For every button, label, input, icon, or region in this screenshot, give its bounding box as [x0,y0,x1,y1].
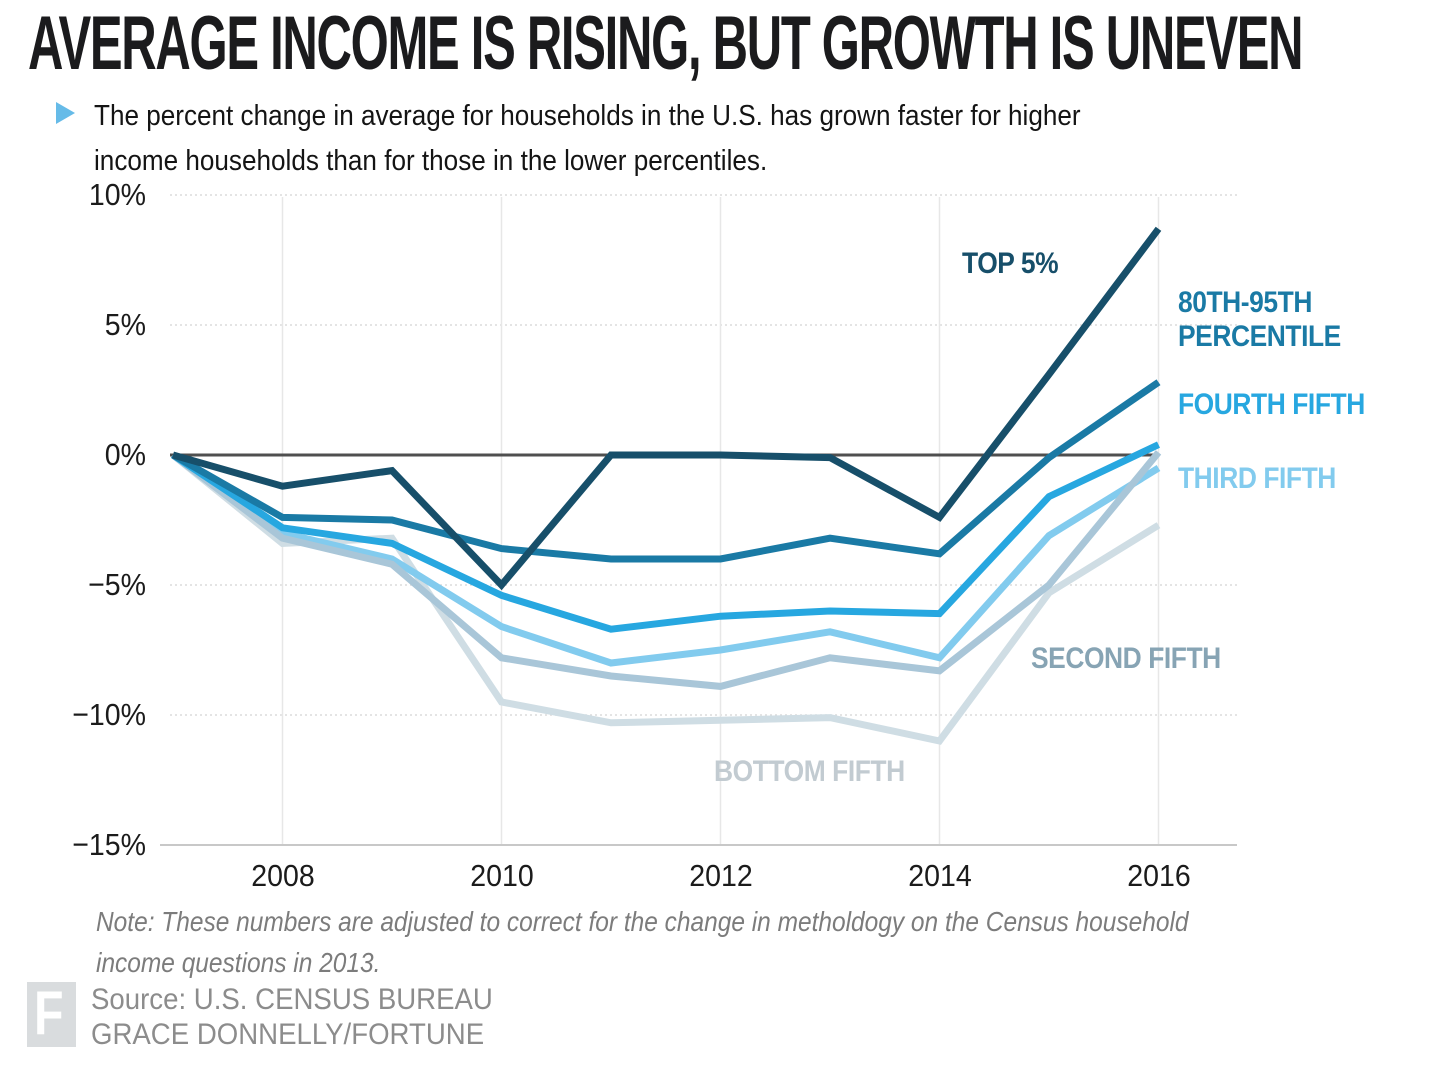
fortune-logo: F [27,979,76,1048]
x-tick-label: 2012 [688,858,753,893]
y-tick-label: 10% [88,177,146,212]
x-tick-label: 2014 [907,858,972,893]
series-label-second-fifth: SECOND FIFTH [1031,642,1221,675]
subtitle: The percent change in average for househ… [94,94,1081,184]
series-label-fourth-fifth: FOURTH FIFTH [1178,388,1365,421]
y-tick-label: −5% [88,567,146,602]
subtitle-line-1: The percent change in average for househ… [94,100,1081,132]
series-label-80th-95th-percentile: 80TH-95TH PERCENTILE [1178,286,1341,354]
subtitle-line-2: income households than for those in the … [94,145,768,177]
y-tick-label: −10% [72,697,146,732]
y-tick-label: 0% [104,437,146,472]
credit-line: GRACE DONNELLY/FORTUNE [91,1017,485,1051]
fortune-logo-letter: F [34,979,64,1048]
footnote-line-1: Note: These numbers are adjusted to corr… [96,906,1189,937]
bullet-triangle-icon [56,102,75,124]
series-label-third-fifth: THIRD FIFTH [1178,462,1336,495]
series-label-top-5-percent: TOP 5% [962,247,1059,280]
source-line: Source: U.S. CENSUS BUREAU [91,983,493,1016]
footnote: Note: These numbers are adjusted to corr… [96,901,1189,983]
footnote-line-2: income questions in 2013. [96,947,381,978]
series-label-line-1: 80TH-95TH [1178,286,1312,319]
y-tick-label: 5% [104,307,146,342]
x-tick-label: 2008 [250,858,315,893]
y-tick-label: −15% [72,827,146,862]
source-credit: Source: U.S. CENSUS BUREAU GRACE DONNELL… [91,983,493,1052]
series-label-line-2: PERCENTILE [1178,320,1341,353]
series-label-bottom-fifth: BOTTOM FIFTH [714,755,905,788]
page-title: AVERAGE INCOME IS RISING, BUT GROWTH IS … [28,1,1304,86]
x-tick-label: 2010 [469,858,534,893]
x-tick-label: 2016 [1126,858,1191,893]
